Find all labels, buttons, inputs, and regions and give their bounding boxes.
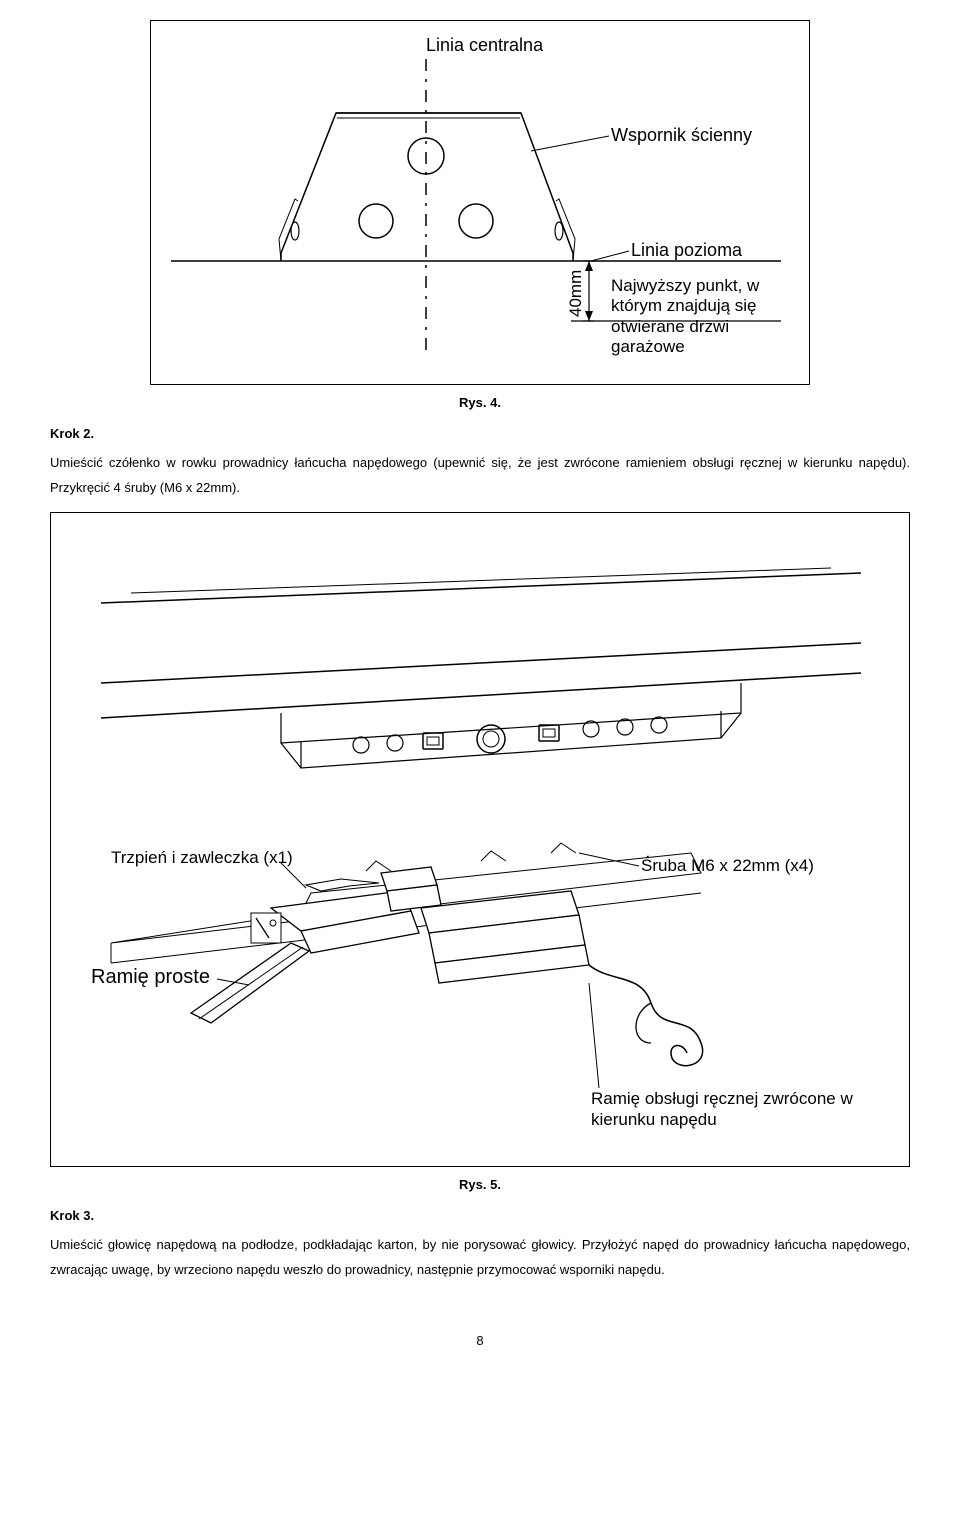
- label-highest-point: Najwyższy punkt, w którym znajdują się o…: [611, 276, 801, 358]
- label-wall-bracket: Wspornik ścienny: [611, 125, 752, 145]
- label-center-line: Linia centralna: [426, 35, 544, 55]
- label-straight-arm: Ramię proste: [91, 966, 210, 988]
- label-manual-arm: Ramię obsługi ręcznej zwrócone w kierunk…: [591, 1088, 891, 1131]
- step-3-heading: Krok 3.: [50, 1208, 910, 1223]
- label-pin-split: Trzpień i zawleczka (x1): [111, 848, 293, 867]
- label-horizontal-line: Linia pozioma: [631, 240, 743, 260]
- figure-4-svg: Linia centralna Wspornik ścienny Linia p…: [151, 21, 811, 386]
- label-40mm: 40mm: [566, 270, 585, 317]
- page-number: 8: [50, 1333, 910, 1348]
- figure-5-box: Trzpień i zawleczka (x1) Śruba M6 x 22mm…: [50, 512, 910, 1167]
- figure-5-svg: Trzpień i zawleczka (x1) Śruba M6 x 22mm…: [51, 513, 911, 1168]
- step-2-text: Umieścić czółenko w rowku prowadnicy łań…: [50, 451, 910, 500]
- label-screw: Śruba M6 x 22mm (x4): [641, 856, 814, 875]
- figure-5-caption: Rys. 5.: [50, 1177, 910, 1192]
- step-3-text: Umieścić głowicę napędową na podłodze, p…: [50, 1233, 910, 1282]
- step-2-heading: Krok 2.: [50, 426, 910, 441]
- figure-4-caption: Rys. 4.: [50, 395, 910, 410]
- figure-4-box: Linia centralna Wspornik ścienny Linia p…: [150, 20, 810, 385]
